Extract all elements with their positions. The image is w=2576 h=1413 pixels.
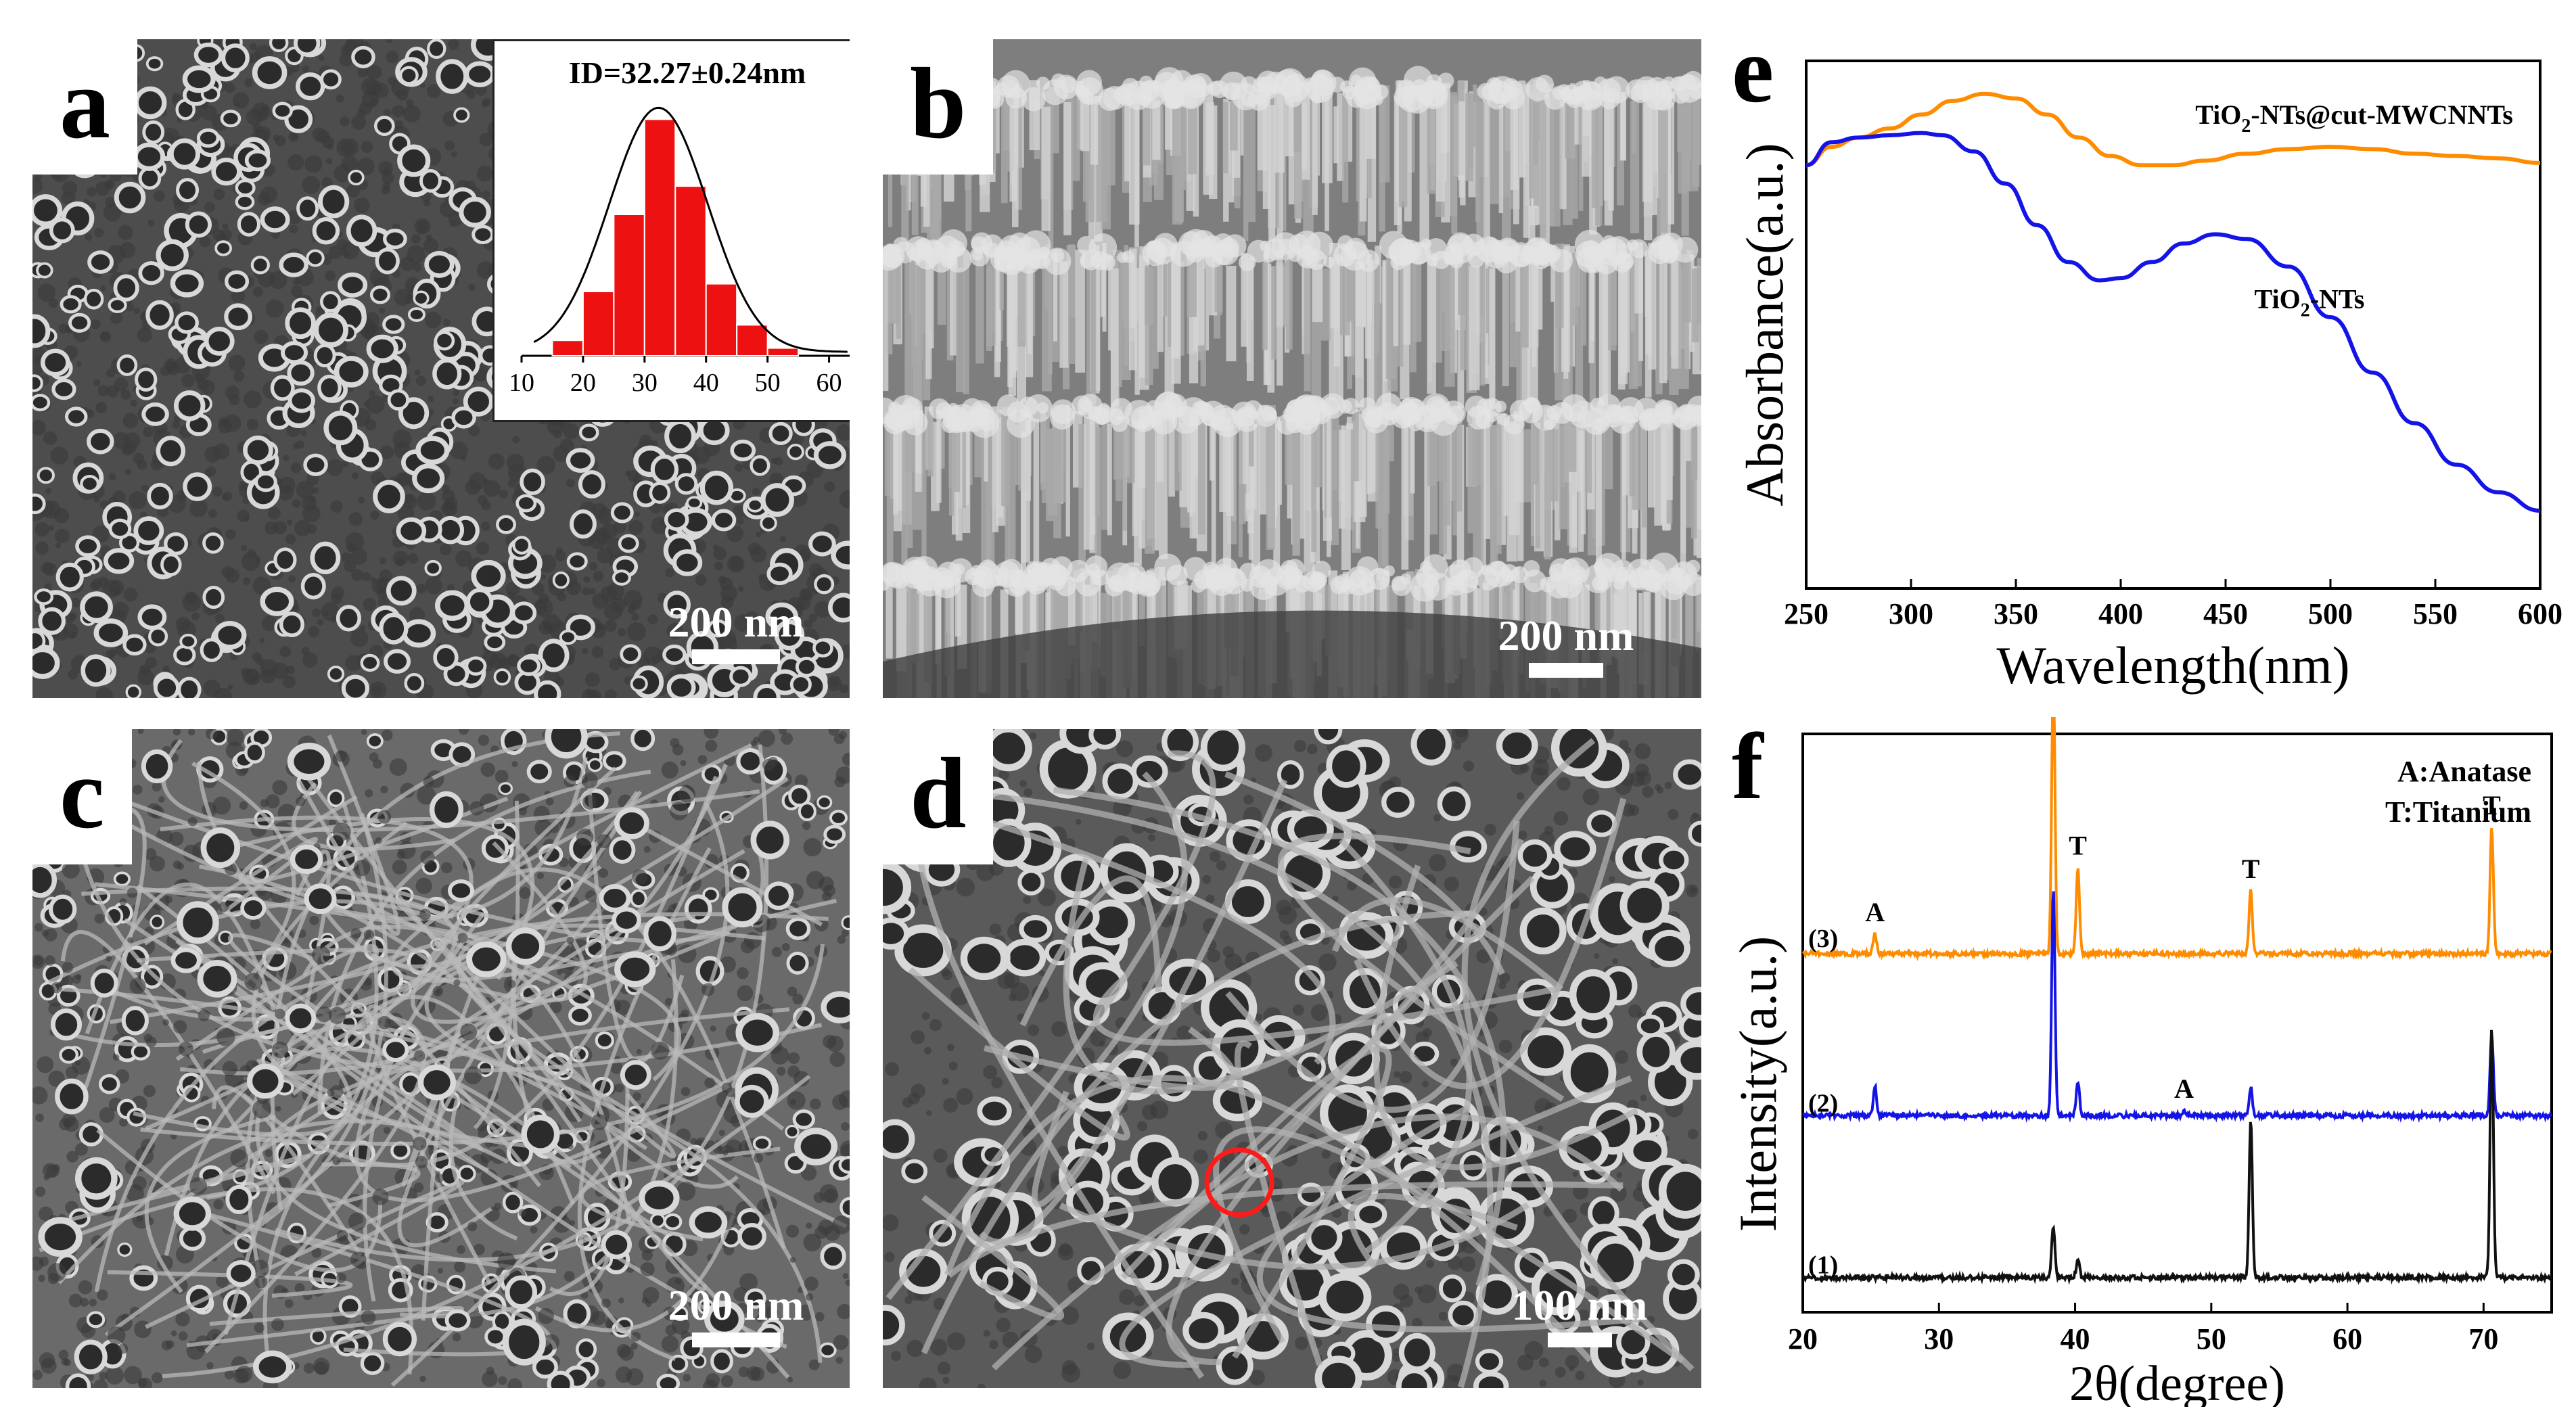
x-tick-label: 70 (2468, 1322, 2498, 1356)
scale-bar: 200 nm (662, 1284, 810, 1347)
scale-bar: 200 nm (1478, 614, 1654, 678)
panel-letter: a (32, 39, 137, 175)
scale-label: 200 nm (668, 1281, 804, 1329)
xrd-pattern (1801, 1029, 2552, 1285)
xrd-chart: f A:Anatase T:Titanium 20 30 40 50 60 70 2θ(degre… (1728, 717, 2553, 1407)
legend-item: T:Titanium (2385, 795, 2531, 829)
series-line (1806, 131, 2541, 513)
panel-b: b 200 nm (883, 39, 1701, 698)
panel-letter: b (883, 39, 994, 175)
panel-letter: c (32, 729, 132, 864)
histogram-bar (736, 324, 768, 356)
gaussian-fit (533, 106, 848, 353)
x-tick-label: 550 (2413, 597, 2458, 630)
peak-label: T (2483, 790, 2501, 820)
x-tick-label: 450 (2203, 597, 2248, 630)
scale-bar: 100 nm (1492, 1284, 1668, 1347)
x-tick-label: 30 (1924, 1322, 1954, 1356)
panel-a: a ID=32.27±0.24nm 10 20 30 40 50 60 200 nm (32, 39, 850, 698)
panel-d: d 100 nm (883, 729, 1701, 1388)
panel-f: f A:Anatase T:Titanium 20 30 40 50 60 70 2θ(degre… (1718, 717, 2571, 1407)
panel-letter: f (1732, 717, 1764, 819)
x-tick-label: 300 (1889, 597, 1933, 630)
xrd-pattern (1801, 717, 2552, 962)
x-tick-label: 60 (2332, 1322, 2362, 1356)
histogram-tick-label: 40 (693, 369, 719, 397)
xrd-pattern (1801, 891, 2553, 1124)
sem-image-c (32, 729, 850, 1388)
histogram-tick-label: 10 (509, 369, 534, 397)
series-label: (3) (1808, 925, 1838, 953)
histogram-bar (582, 291, 615, 356)
x-axis-label: 2θ(degree) (2069, 1356, 2285, 1407)
x-tick-label: 250 (1784, 597, 1828, 630)
histogram-tick-label: 20 (570, 369, 596, 397)
peak-label: A (2174, 1073, 2194, 1104)
panel-c: c 200 nm (32, 729, 850, 1388)
histogram-bar (674, 185, 707, 356)
series-label: TiO2-NTs@cut-MWCNNTs (2195, 99, 2513, 137)
panel-letter: d (883, 729, 994, 864)
panel-letter: e (1732, 18, 1774, 122)
scale-label: 100 nm (1511, 1281, 1648, 1329)
histogram-bar (705, 283, 738, 357)
scale-bar: 200 nm (662, 601, 810, 664)
sem-image-d (883, 729, 1701, 1388)
series-label: (2) (1808, 1089, 1838, 1117)
y-axis-label: Absorbance(a.u.) (1735, 143, 1794, 506)
series-label: TiO2-NTs (2255, 283, 2365, 321)
histogram-bar (766, 347, 800, 357)
scale-label: 200 nm (1498, 611, 1634, 659)
peak-label: T (2242, 854, 2260, 884)
scale-label: 200 nm (668, 598, 804, 646)
x-axis-label: Wavelength(nm) (1996, 636, 2349, 695)
x-tick-label: 20 (1788, 1322, 1818, 1356)
peak-label: T (2069, 831, 2087, 861)
y-axis-label: Intensity(a.u.) (1728, 936, 1787, 1232)
histogram-tick-label: 60 (816, 369, 842, 397)
x-tick-label: 400 (2098, 597, 2143, 630)
series-line (1806, 91, 2541, 168)
sem-image-b (883, 39, 1701, 698)
x-tick-label: 40 (2061, 1322, 2090, 1356)
panel-e: e 250 300 350 400 450 500 550 600 Wavelength(nm) A… (1718, 14, 2571, 710)
x-tick-label: 50 (2196, 1322, 2226, 1356)
highlight-circle (1204, 1147, 1274, 1218)
x-tick-label: 350 (1994, 597, 2038, 630)
absorbance-chart: e 250 300 350 400 450 500 550 600 Wavelength(nm) A… (1732, 18, 2562, 695)
histogram-bar (613, 214, 645, 356)
series-label: (1) (1808, 1251, 1838, 1280)
histogram-bar (551, 340, 584, 357)
histogram-bar (643, 118, 676, 357)
histogram-chart: ID=32.27±0.24nm 10 20 30 40 50 60 (509, 55, 850, 397)
peak-label: A (1865, 897, 1885, 927)
histogram-tick-label: 50 (755, 369, 781, 397)
legend-item: A:Anatase (2397, 755, 2531, 788)
histogram-title: ID=32.27±0.24nm (569, 55, 806, 90)
x-tick-label: 600 (2518, 597, 2562, 630)
histogram-inset: ID=32.27±0.24nm 10 20 30 40 50 60 (492, 39, 850, 422)
x-tick-label: 500 (2308, 597, 2353, 630)
histogram-tick-label: 30 (632, 369, 658, 397)
